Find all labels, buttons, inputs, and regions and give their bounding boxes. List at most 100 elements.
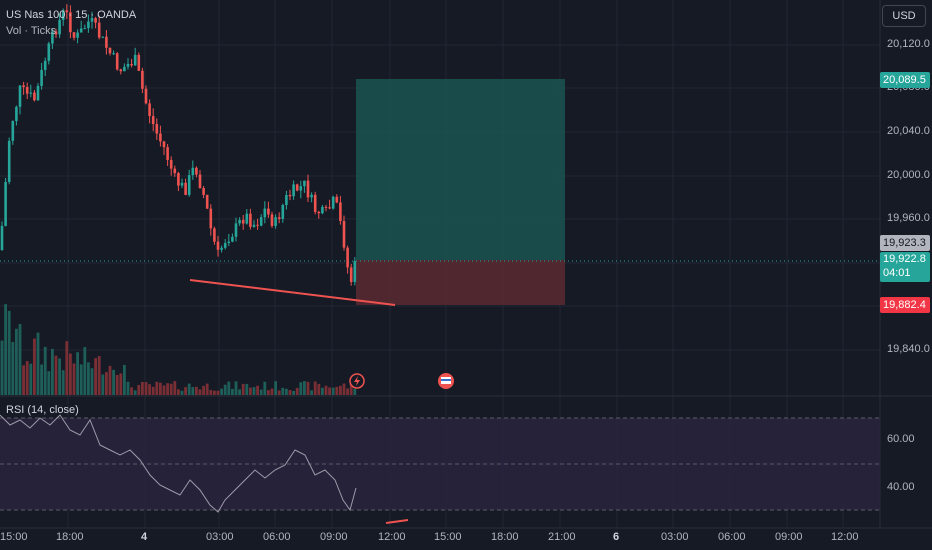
candle-body	[328, 207, 331, 209]
rsi-line	[0, 414, 357, 513]
volume-bar	[54, 355, 58, 395]
candle-body	[249, 213, 252, 227]
volume-bar	[180, 390, 184, 395]
candle-body	[349, 267, 353, 283]
candle-body	[288, 194, 292, 197]
volume-bar	[166, 383, 169, 395]
price-tick: 20,000.0	[887, 169, 930, 181]
take-profit-label: 20,089.5	[880, 72, 930, 88]
volume-bar	[205, 383, 209, 395]
countdown-value: 04:01	[883, 267, 911, 279]
candle-body	[137, 54, 141, 71]
volume-bar	[277, 390, 281, 395]
volume-bar	[22, 365, 25, 395]
time-tick: 4	[141, 531, 148, 543]
volume-bar	[252, 387, 256, 395]
volume-bar	[191, 387, 195, 395]
volume-bar	[90, 368, 94, 395]
profit-zone	[356, 79, 565, 260]
candle-body	[216, 241, 220, 250]
volume-bar	[213, 390, 216, 395]
volume-bar	[241, 383, 245, 395]
candle-body	[61, 10, 65, 20]
rsi-band	[0, 418, 880, 510]
candle-body	[79, 28, 83, 33]
volume-bar	[223, 384, 227, 395]
time-tick: 12:00	[378, 531, 406, 543]
candle-body	[148, 103, 151, 117]
candle-body	[18, 85, 22, 107]
candle-body	[76, 32, 79, 38]
candle-body	[310, 194, 313, 198]
volume-bar	[270, 388, 274, 395]
candle-body	[159, 133, 162, 142]
candle-body	[234, 223, 238, 237]
candles	[0, 4, 357, 286]
candle-body	[321, 206, 324, 214]
volume-bar	[234, 381, 238, 395]
candle-body	[69, 12, 72, 33]
candle-body	[22, 85, 25, 88]
loss-zone	[356, 260, 565, 305]
volume-bar	[259, 389, 263, 395]
time-tick: 06:00	[263, 531, 291, 543]
flag-event-icon[interactable]	[438, 373, 454, 389]
volume-bar	[245, 383, 249, 395]
candle-body	[65, 10, 69, 13]
volume-bar	[256, 385, 259, 395]
volume-bar	[313, 381, 317, 395]
volume-bar	[40, 364, 43, 395]
candle-body	[245, 213, 249, 224]
candle-body	[36, 85, 40, 101]
candle-body	[238, 219, 241, 224]
candle-body	[231, 236, 234, 242]
candle-body	[306, 180, 310, 198]
volume-label[interactable]: Vol · Ticks	[6, 25, 57, 37]
candle-body	[353, 261, 357, 283]
candle-body	[173, 168, 177, 174]
volume-bar	[292, 390, 295, 395]
volume-bar	[238, 389, 241, 395]
candle-body	[295, 184, 299, 191]
symbol-title[interactable]: US Nas 100 · 15 · OANDA	[6, 9, 137, 21]
current-price-value: 19,922.8	[883, 253, 926, 265]
volume-bar	[0, 340, 4, 395]
candle-body	[105, 36, 108, 48]
time-tick: 6	[613, 531, 620, 543]
volume-bar	[123, 364, 126, 395]
volume-bar	[274, 381, 277, 395]
candle-body	[339, 202, 342, 221]
candle-body	[126, 63, 130, 67]
candle-body	[331, 196, 335, 209]
prev-price-label: 19,923.3	[880, 235, 930, 251]
current-price-label: 19,922.8 04:01	[880, 252, 930, 282]
time-tick: 21:00	[548, 531, 576, 543]
volume-bar	[184, 387, 187, 395]
candle-body	[166, 147, 169, 160]
candle-body	[180, 182, 184, 186]
volume-bar	[151, 386, 155, 395]
volume-bar	[231, 388, 234, 395]
candle-body	[209, 208, 213, 229]
candle-body	[25, 87, 29, 94]
volume-bar	[130, 387, 133, 395]
candle-body	[119, 69, 123, 72]
volume-bar	[115, 374, 119, 395]
currency-button[interactable]: USD	[882, 5, 926, 27]
candle-body	[11, 121, 15, 141]
volume-bar	[61, 370, 65, 395]
lightning-event-icon[interactable]	[349, 373, 365, 389]
volume-bar	[159, 382, 162, 395]
volume-bar	[29, 363, 33, 395]
candle-body	[267, 208, 270, 215]
volume-bar	[119, 373, 123, 395]
volume-bar	[328, 387, 331, 395]
candle-body	[274, 217, 277, 226]
price-tick: 19,960.0	[887, 212, 930, 224]
candle-body	[112, 53, 115, 55]
candle-body	[346, 247, 349, 268]
rsi-label[interactable]: RSI (14, close)	[6, 404, 79, 416]
volume-bar	[177, 389, 180, 395]
rsi-red-trend	[385, 519, 409, 524]
